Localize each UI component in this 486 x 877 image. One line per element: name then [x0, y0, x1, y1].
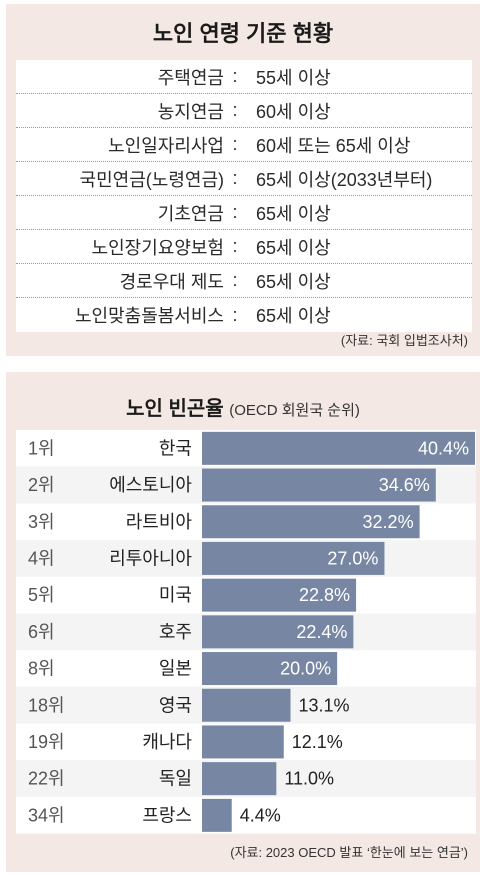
age-row-separator: :: [232, 100, 238, 120]
age-row-threshold: 65세 이상: [256, 271, 331, 292]
chart-rank-label: 5위: [28, 585, 55, 605]
chart-value-label: 12.1%: [292, 732, 343, 752]
age-row: 기초연금:65세 이상: [16, 196, 472, 230]
poverty-rate-title-main: 노인 빈곤율: [126, 398, 224, 420]
chart-rank-label: 34위: [28, 805, 65, 825]
age-row-threshold: 55세 이상: [256, 67, 331, 88]
poverty-rate-panel: 노인 빈곤율 (OECD 회원국 순위) 1위 한국 40.4% 2위 에스토니아 34.…: [6, 372, 480, 872]
chart-rank-label: 3위: [28, 512, 55, 532]
age-criteria-panel: 노인 연령 기준 현황 주택연금:55세 이상 농지연금:60세 이상 노인일자리사…: [6, 4, 480, 356]
age-row-threshold: 60세 또는 65세 이상: [256, 135, 411, 156]
chart-value-label: 20.0%: [280, 659, 331, 679]
age-row: 주택연금:55세 이상: [16, 60, 472, 94]
age-row: 국민연금(노령연금):65세 이상(2033년부터): [16, 162, 472, 196]
age-row-separator: :: [232, 134, 238, 154]
chart-bar: [202, 615, 354, 649]
chart-value-label: 22.8%: [299, 585, 350, 605]
chart-value-label: 13.1%: [299, 695, 350, 715]
chart-rank-label: 2위: [28, 475, 55, 495]
age-row-separator: :: [232, 236, 238, 256]
age-row-program: 농지연금: [157, 101, 224, 122]
chart-rank-label: 6위: [28, 622, 55, 642]
age-row-program: 주택연금: [157, 67, 224, 88]
chart-category-label: 호주: [159, 622, 192, 642]
poverty-rate-subtitle: (OECD 회원국 순위): [229, 402, 360, 419]
chart-value-label: 40.4%: [418, 438, 469, 458]
chart-value-label: 32.2%: [363, 512, 414, 532]
chart-bar: [202, 652, 338, 686]
chart-value-label: 4.4%: [240, 805, 281, 825]
chart-rank-label: 18위: [28, 695, 65, 715]
chart-rank-label: 19위: [28, 732, 65, 752]
poverty-rate-chart: 1위 한국 40.4% 2위 에스토니아 34.6% 3위 라트비아 32.2% 4위 리투아니아 2…: [16, 430, 476, 834]
age-row: 노인장기요양보험:65세 이상: [16, 230, 472, 264]
chart-row-background: [16, 797, 476, 834]
age-criteria-table: 주택연금:55세 이상 농지연금:60세 이상 노인일자리사업:60세 또는 65세…: [16, 60, 472, 332]
chart-value-label: 11.0%: [284, 769, 334, 789]
age-row-program: 국민연금(노령연금): [79, 169, 224, 190]
chart-bar: [202, 468, 436, 502]
age-row-threshold: 65세 이상: [256, 237, 331, 258]
age-criteria-title: 노인 연령 기준 현황: [152, 21, 334, 46]
chart-rank-label: 8위: [28, 659, 55, 679]
chart-value-label: 34.6%: [379, 475, 430, 495]
chart-category-label: 영국: [159, 695, 192, 715]
age-row: 노인일자리사업:60세 또는 65세 이상: [16, 128, 472, 162]
chart-bar: [202, 688, 291, 722]
age-row-threshold: 65세 이상(2033년부터): [256, 169, 433, 190]
chart-category-label: 프랑스: [142, 805, 192, 825]
age-row-threshold: 60세 이상: [256, 101, 331, 122]
chart-bar: [202, 578, 357, 612]
chart-rank-label: 22위: [28, 769, 65, 789]
age-row-program: 노인일자리사업: [108, 135, 224, 156]
chart-category-label: 미국: [159, 585, 192, 605]
age-row-program: 기초연금: [157, 203, 224, 224]
age-row-threshold: 65세 이상: [256, 306, 331, 326]
chart-category-label: 독일: [159, 769, 192, 789]
chart-bar: [202, 541, 385, 575]
age-row-program: 노인장기요양보험: [91, 237, 224, 258]
chart-category-label: 리투아니아: [109, 548, 192, 568]
chart-value-label: 22.4%: [296, 622, 347, 642]
age-row-separator: :: [232, 168, 238, 188]
chart-value-label: 27.0%: [327, 548, 378, 568]
chart-bar: [202, 725, 284, 759]
poverty-rate-title: 노인 빈곤율 (OECD 회원국 순위): [6, 392, 480, 421]
age-row-separator: :: [232, 270, 238, 290]
age-row-separator: :: [232, 66, 238, 86]
poverty-rate-source: (자료: 2023 OECD 발표 ‘한눈에 보는 연금’): [230, 845, 468, 860]
age-row-separator: :: [232, 202, 238, 222]
chart-bar: [202, 762, 277, 796]
chart-rank-label: 4위: [28, 548, 55, 568]
age-row-program: 노인맞춤돌봄서비스: [74, 306, 224, 326]
chart-bar: [202, 431, 475, 465]
chart-category-label: 일본: [159, 659, 192, 679]
poverty-rate-chart-svg: 1위 한국 40.4% 2위 에스토니아 34.6% 3위 라트비아 32.2% 4위 리투아니아 2…: [16, 430, 476, 834]
age-row-separator: :: [232, 304, 238, 325]
chart-bar: [202, 505, 420, 539]
age-row: 경로우대 제도:65세 이상: [16, 264, 472, 298]
age-row: 노인맞춤돌봄서비스:65세 이상: [16, 298, 472, 332]
chart-category-label: 라트비아: [126, 512, 193, 532]
chart-rank-label: 1위: [28, 438, 55, 458]
chart-bar: [202, 798, 232, 832]
age-row-threshold: 65세 이상: [256, 203, 331, 224]
chart-category-label: 에스토니아: [109, 475, 192, 495]
chart-category-label: 한국: [159, 438, 192, 458]
age-row-program: 경로우대 제도: [119, 271, 224, 292]
age-criteria-source: (자료: 국회 입법조사처): [340, 333, 468, 348]
age-row: 농지연금:60세 이상: [16, 94, 472, 128]
chart-category-label: 캐나다: [142, 732, 192, 752]
